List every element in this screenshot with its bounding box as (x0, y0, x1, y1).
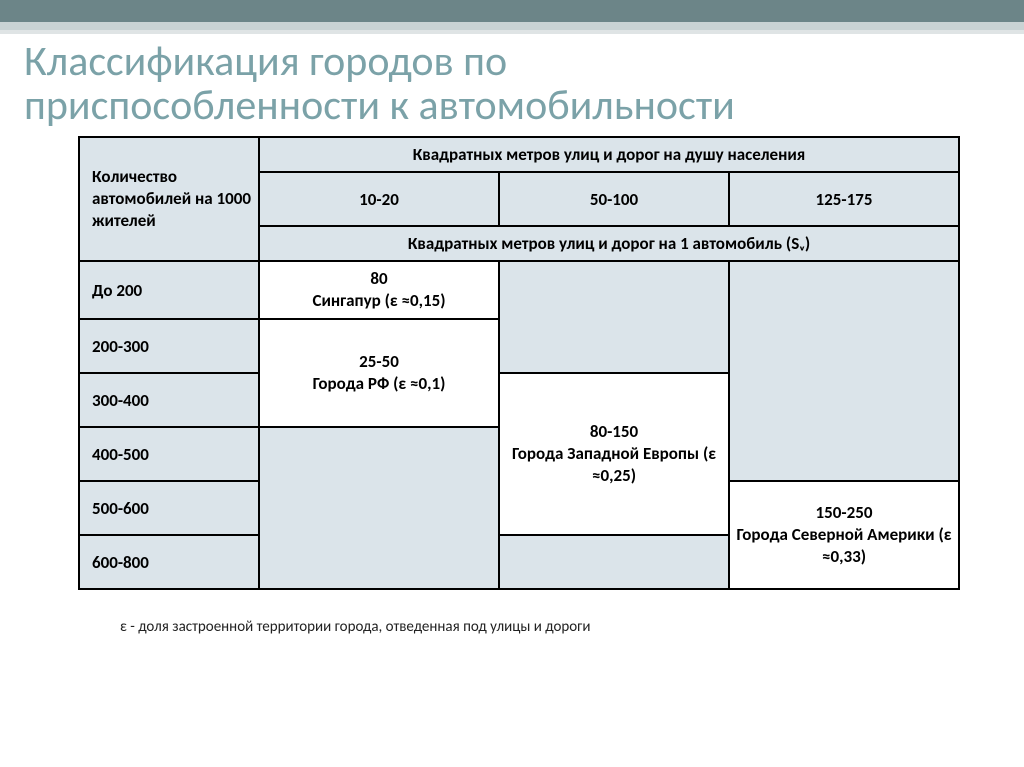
cell-empty-bottom-mid (499, 535, 729, 589)
cell-empty-top-mid (499, 261, 729, 373)
classification-table: Количество автомобилей на 1000 жителей К… (78, 136, 960, 590)
top-band (0, 0, 1024, 34)
header-top: Квадратных метров улиц и дорог на душу н… (259, 137, 959, 172)
row-label-3: 400-500 (79, 427, 259, 481)
cell-empty-top-right (729, 261, 959, 481)
cell-singapore: 80 Сингапур (ε ≈0,15) (259, 261, 499, 319)
footnote: ε - доля застроенной территории города, … (0, 590, 1024, 636)
row-label-1: 200-300 (79, 319, 259, 373)
slide-title: Классификация городов по приспособленнос… (0, 34, 1024, 128)
row-label-4: 500-600 (79, 481, 259, 535)
cell-empty-bottom-left (259, 427, 499, 589)
row-label-5: 600-800 (79, 535, 259, 589)
classification-table-container: Количество автомобилей на 1000 жителей К… (0, 128, 1024, 590)
col-range-2: 125-175 (729, 172, 959, 226)
row-label-2: 300-400 (79, 373, 259, 427)
col-range-0: 10-20 (259, 172, 499, 226)
header-col-label: Количество автомобилей на 1000 жителей (79, 137, 259, 261)
col-range-1: 50-100 (499, 172, 729, 226)
cell-rf: 25-50 Города РФ (ε ≈0,1) (259, 319, 499, 427)
row-label-0: До 200 (79, 261, 259, 319)
cell-north-am: 150-250 Города Северной Америки (ε ≈0,33… (729, 481, 959, 589)
cell-west-eu: 80-150 Города Западной Европы (ε ≈0,25) (499, 373, 729, 535)
header-sub: Квадратных метров улиц и дорог на 1 авто… (259, 226, 959, 261)
